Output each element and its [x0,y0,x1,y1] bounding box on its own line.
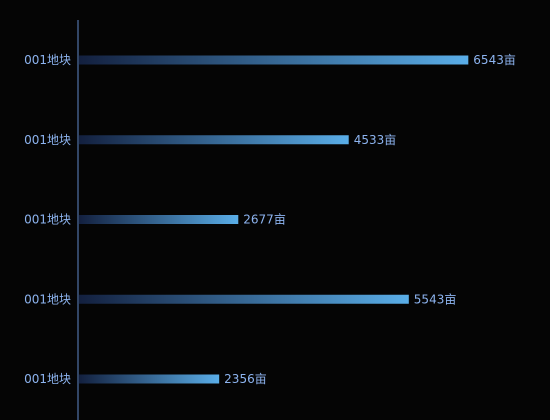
bar-0 [79,55,469,65]
value-label-3: 5543亩 [414,291,457,306]
bar-2 [79,215,239,224]
bar-3 [79,294,409,304]
category-label-2: 001地块 [24,213,71,227]
bars-group [79,55,469,384]
category-label-3: 001地块 [24,292,71,306]
category-label-1: 001地块 [24,133,71,147]
value-label-0: 6543亩 [473,52,516,67]
bar-4 [79,374,220,384]
value-label-2: 2677亩 [243,212,286,227]
value-label-4: 2356亩 [224,371,267,386]
labels-group: 001地块 6543亩 001地块 4533亩 001地块 2677亩 001地块 5543亩… [24,52,516,386]
value-label-1: 4533亩 [354,132,397,147]
bar-1 [79,135,349,145]
category-label-4: 001地块 [24,372,71,386]
category-label-0: 001地块 [24,53,71,67]
